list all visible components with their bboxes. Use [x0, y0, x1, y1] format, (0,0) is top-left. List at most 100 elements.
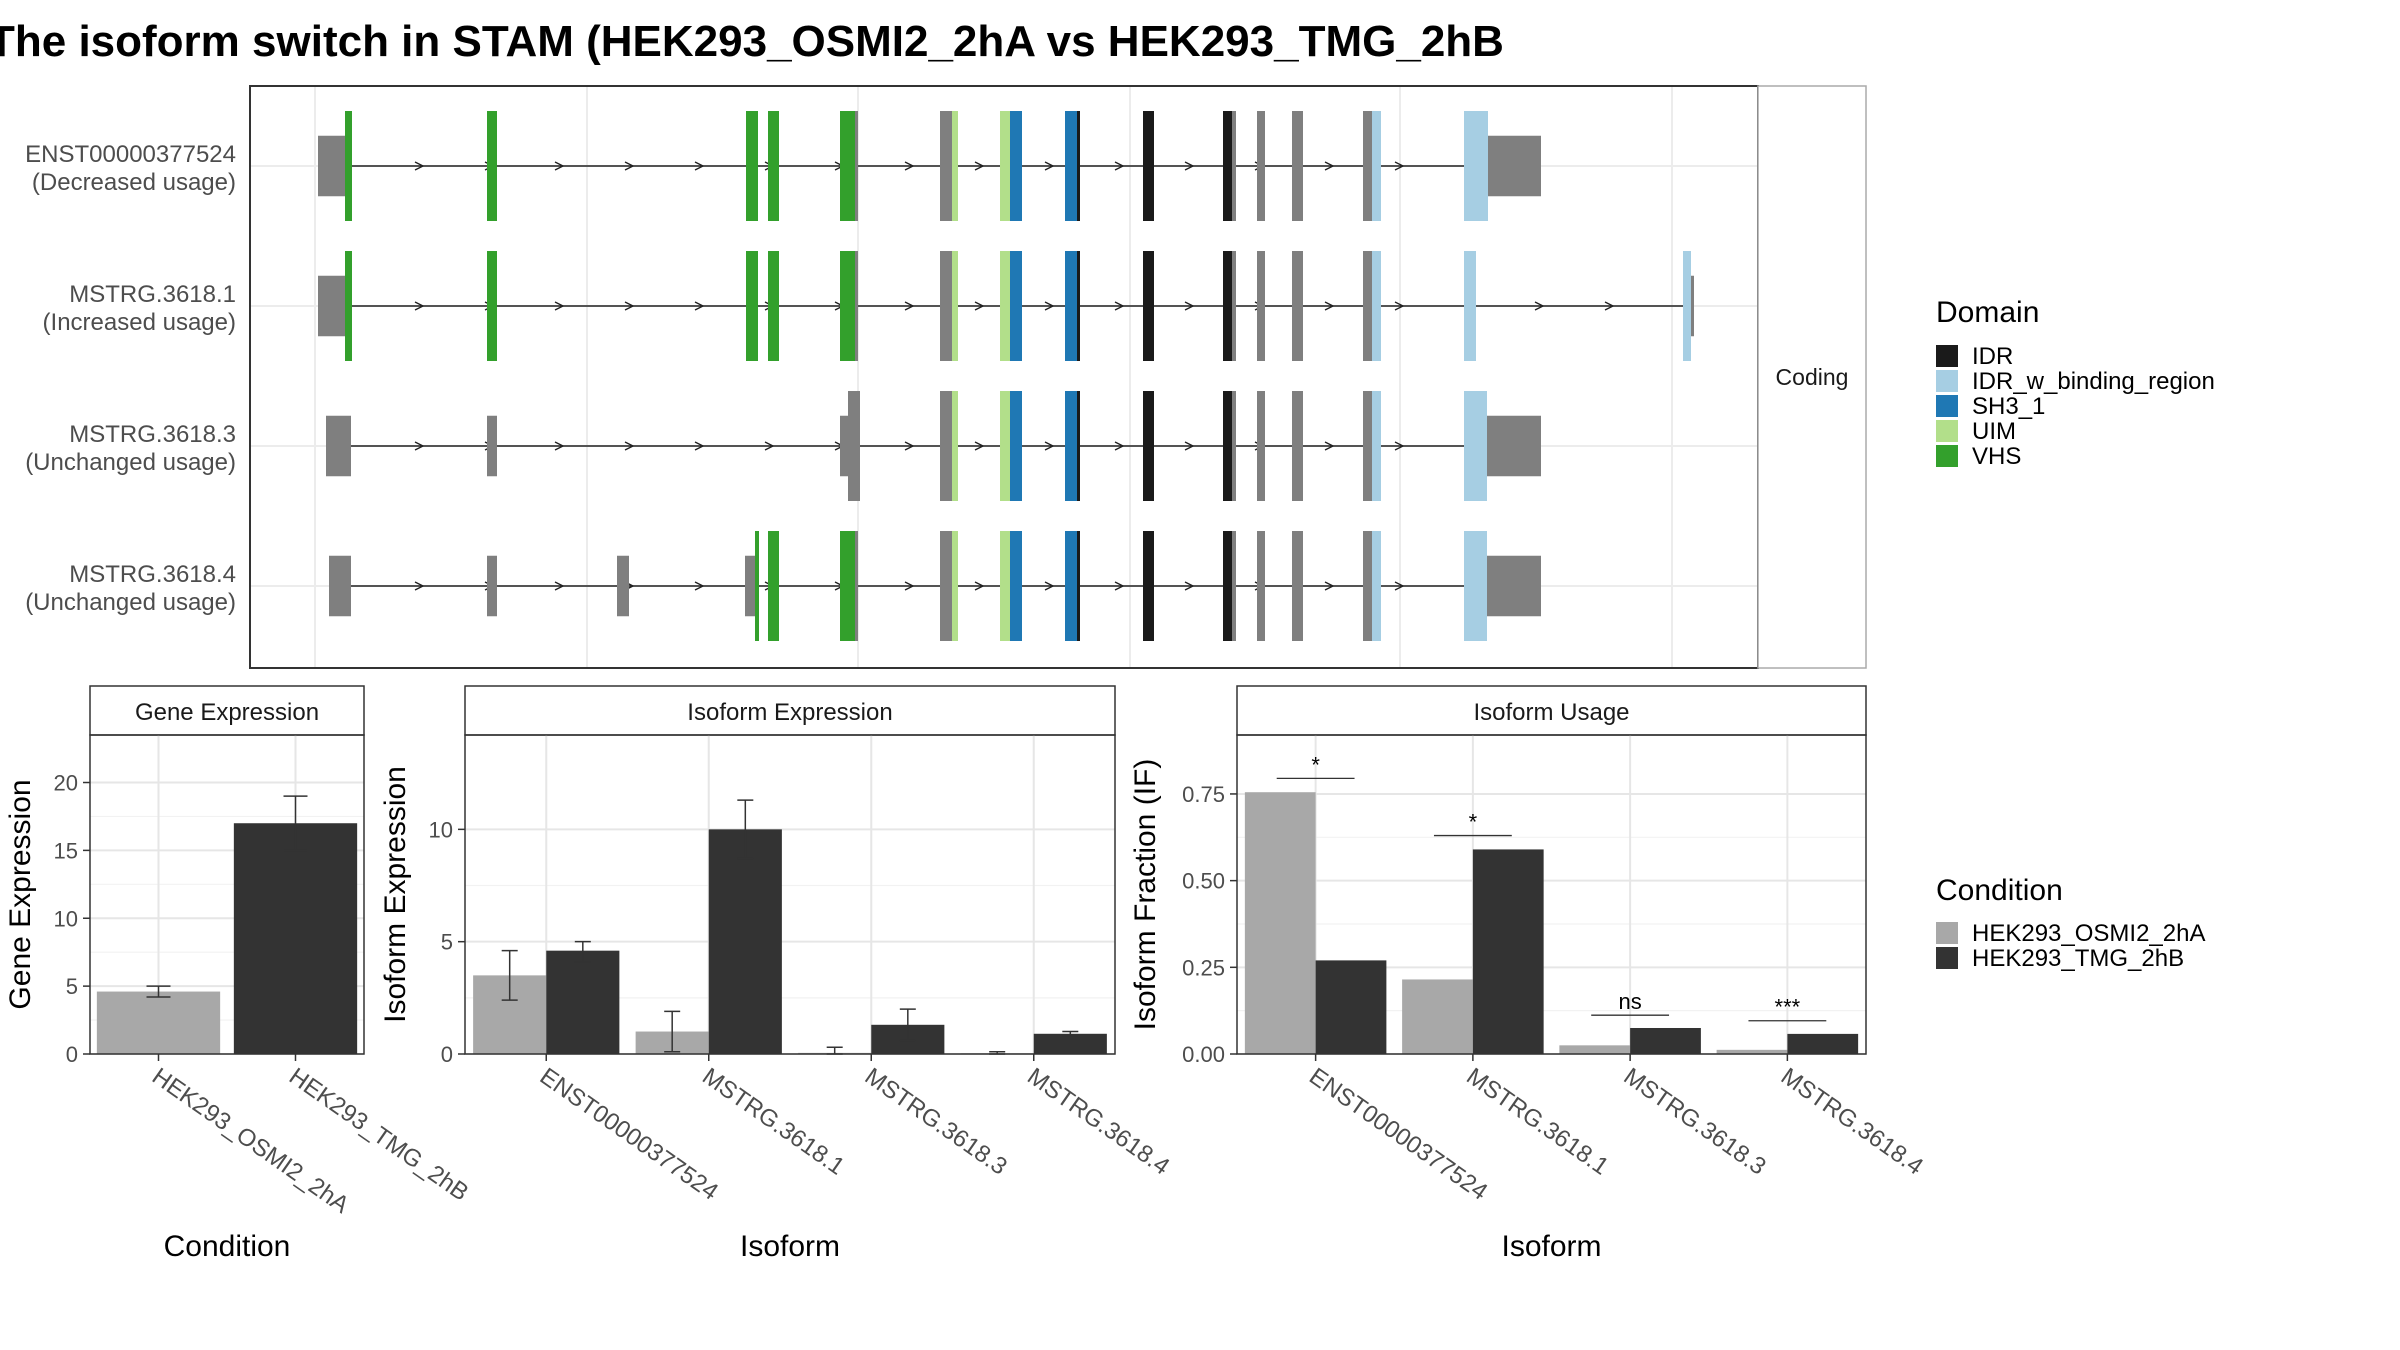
y-axis-title: Isoform Fraction (IF): [1129, 759, 1162, 1031]
exon-SH3_1: [1010, 391, 1022, 501]
bar: [96, 991, 221, 1054]
exon-VHS: [768, 111, 779, 221]
bar: [1472, 849, 1544, 1054]
significance-label: ***: [1775, 995, 1801, 1020]
exon-IDR: [1223, 391, 1232, 501]
bar: [233, 823, 358, 1054]
exon-noncoding: [1257, 251, 1265, 361]
error-bar: [737, 799, 754, 860]
error-bar: [146, 985, 171, 998]
exon-SH3_1: [1065, 111, 1077, 221]
direction-arrow: [1114, 301, 1125, 311]
exon-IDR: [1143, 391, 1154, 501]
exon-noncoding: [940, 531, 952, 641]
domain-legend-label: UIM: [1972, 418, 2016, 445]
x-axis-title: Condition: [164, 1230, 291, 1263]
direction-arrow: [974, 301, 985, 311]
exon-noncoding: [1257, 391, 1265, 501]
exon-IDR: [1223, 531, 1232, 641]
direction-arrow: [1394, 581, 1405, 591]
x-axis-title: Isoform: [1501, 1230, 1601, 1263]
exon-noncoding: [329, 555, 351, 617]
bars: [96, 795, 358, 1054]
transcript-usage: (Unchanged usage): [25, 589, 236, 616]
exon-noncoding: [487, 555, 497, 617]
exon-SH3_1: [1065, 531, 1077, 641]
direction-arrow: [1184, 441, 1195, 451]
direction-arrow: [554, 581, 565, 591]
x-tick-label: MSTRG.3618.3: [860, 1063, 1012, 1181]
exon-SH3_1: [1010, 251, 1022, 361]
condition-legend-label: HEK293_OSMI2_2hA: [1972, 920, 2205, 947]
direction-arrow: [904, 441, 915, 451]
exon-IDR: [1143, 111, 1154, 221]
domain-legend-swatch: [1936, 445, 1958, 467]
y-tick-label: 10: [54, 906, 78, 931]
direction-arrow: [1324, 301, 1335, 311]
exon-SH3_1: [1010, 531, 1022, 641]
direction-arrow: [624, 161, 635, 171]
x-tick-label: MSTRG.3618.3: [1619, 1063, 1771, 1181]
exon-VHS: [840, 111, 855, 221]
condition-legend-title: Condition: [1936, 874, 2063, 907]
gene-structure-panel: Coding ENST00000377524(Decreased usage) M…: [25, 85, 1867, 669]
exon-noncoding: [940, 111, 952, 221]
direction-arrow: [1114, 161, 1125, 171]
y-tick-label: 10: [429, 817, 453, 842]
direction-arrow: [1044, 441, 1055, 451]
panel-border: [464, 734, 1116, 1055]
exon-noncoding: [1292, 251, 1303, 361]
direction-arrow: [1324, 441, 1335, 451]
direction-arrow: [1394, 161, 1405, 171]
transcript-usage: (Decreased usage): [32, 169, 236, 196]
bar: [708, 829, 782, 1054]
transcript-name: MSTRG.3618.1: [69, 281, 236, 308]
x-axis-title: Isoform: [740, 1230, 840, 1263]
exon-SH3_1: [1010, 111, 1022, 221]
exon-UIM: [1000, 111, 1010, 221]
transcript-usage: (Unchanged usage): [25, 449, 236, 476]
exon-noncoding: [855, 251, 858, 361]
y-tick-label: 5: [441, 930, 453, 955]
domain-legend-label: VHS: [1972, 443, 2021, 470]
error-bar: [283, 795, 308, 852]
exon-noncoding: [1363, 531, 1372, 641]
direction-arrow: [974, 441, 985, 451]
transcript-name: MSTRG.3618.3: [69, 421, 236, 448]
exon-IDR_w_binding_region: [1683, 251, 1691, 361]
direction-arrow: [1184, 581, 1195, 591]
exon-noncoding: [487, 415, 497, 477]
condition-legend-swatch: [1936, 947, 1958, 969]
bars: [473, 799, 1107, 1055]
exon-VHS: [345, 111, 352, 221]
bar: [1559, 1045, 1631, 1054]
exon-UIM: [952, 391, 958, 501]
exon-UIM: [952, 251, 958, 361]
exon-noncoding: [855, 111, 858, 221]
isoform-expression-panel: Isoform Expression0510ENST00000377524MST…: [379, 685, 1174, 1263]
exon-noncoding: [1232, 111, 1236, 221]
exon-IDR: [1077, 391, 1080, 501]
direction-arrow: [554, 441, 565, 451]
transcript-tracks: [318, 111, 1694, 641]
direction-arrow: [1324, 581, 1335, 591]
exon-noncoding: [940, 251, 952, 361]
domain-legend-swatch: [1936, 420, 1958, 442]
direction-arrow: [1044, 161, 1055, 171]
significance-annotations: * * ns ***: [1276, 752, 1827, 1022]
exon-VHS: [746, 251, 758, 361]
y-axis: 0 5 10 15 20: [54, 771, 90, 1067]
direction-arrow: [1184, 161, 1195, 171]
significance-label: *: [1311, 752, 1320, 777]
bar: [546, 950, 620, 1054]
exon-noncoding: [326, 415, 351, 477]
direction-arrow: [694, 161, 705, 171]
direction-arrow: [694, 581, 705, 591]
panel-border: [89, 734, 365, 1055]
direction-arrow: [694, 301, 705, 311]
exon-VHS: [755, 531, 759, 641]
bar: [1244, 792, 1316, 1054]
direction-arrow: [904, 161, 915, 171]
